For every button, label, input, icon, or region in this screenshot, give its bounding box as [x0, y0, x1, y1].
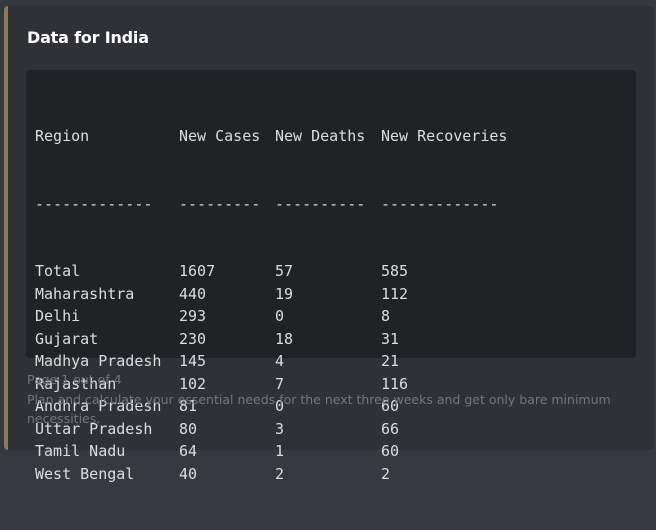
table-row: Rajasthan 102 7 116: [35, 373, 636, 396]
separator: -------------: [381, 194, 499, 213]
cell-new-deaths: 2: [275, 464, 285, 483]
table-row: Total 1607 57 585: [35, 260, 636, 283]
cell-new-recoveries: 31: [381, 329, 400, 348]
separator: ----------: [275, 194, 366, 213]
cell-region: Total: [35, 262, 81, 280]
cell-new-cases: 293: [179, 307, 207, 325]
cell-new-deaths: 7: [275, 374, 285, 393]
cell-new-deaths: 19: [275, 284, 294, 303]
cell-new-cases: 64: [179, 442, 198, 460]
table-row: Maharashtra 440 19 112: [35, 283, 636, 306]
code-block: Region New Cases New Deaths New Recoveries …: [26, 70, 636, 483]
cell-new-recoveries: 60: [381, 397, 400, 415]
cell-new-recoveries: 21: [381, 352, 400, 370]
cell-new-deaths: 3: [275, 419, 285, 438]
cell-region: Rajasthan: [35, 374, 117, 393]
cell-region: Delhi: [35, 307, 81, 325]
cell-new-recoveries: 8: [381, 307, 391, 325]
cell-new-recoveries: 585: [381, 262, 409, 280]
table-header-row: Region New Cases New Deaths New Recoveries: [35, 125, 636, 148]
cell-new-recoveries: 116: [381, 374, 409, 393]
cell-new-cases: 80: [179, 419, 198, 438]
table-row: Tamil Nadu 64 1 60: [35, 440, 636, 463]
embed-title: Data for India: [27, 28, 149, 47]
table-row: Madhya Pradesh 145 4 21: [35, 350, 636, 373]
cell-region: Andhra Pradesh: [35, 397, 162, 415]
header-new-deaths: New Deaths: [275, 127, 366, 145]
separator: ---------: [179, 194, 261, 213]
separator: -------------: [35, 194, 153, 213]
cell-new-recoveries: 60: [381, 442, 400, 460]
footer-note: Plan and calculate your essential needs …: [27, 391, 611, 427]
footer-page-indicator: Page 1 out of 4: [27, 372, 122, 387]
header-new-recoveries: New Recoveries: [381, 127, 508, 145]
cell-new-recoveries: 112: [381, 284, 409, 303]
header-region: Region: [35, 127, 90, 145]
cell-new-cases: 40: [179, 464, 198, 483]
cell-new-cases: 230: [179, 329, 207, 348]
cell-new-recoveries: 2: [381, 464, 391, 483]
cell-new-cases: 440: [179, 284, 207, 303]
cell-region: West Bengal: [35, 464, 135, 483]
table-row: Uttar Pradesh 80 3 66: [35, 418, 636, 441]
embed-accent-bar: [4, 6, 8, 450]
cell-new-cases: 1607: [179, 262, 216, 280]
cell-new-cases: 81: [179, 397, 198, 415]
table-row: Andhra Pradesh 81 0 60: [35, 395, 636, 418]
embed-footer: Page 1 out of 4 Plan and calculate your …: [27, 370, 617, 429]
table-separator-row: ------------- --------- ---------- --------…: [35, 193, 636, 216]
message-embed: Data for India Region New Cases New Deaths…: [4, 6, 654, 483]
cell-region: Maharashtra: [35, 284, 135, 303]
table-row: West Bengal 40 2 2: [35, 463, 636, 486]
data-table: Region New Cases New Deaths New Recoveries …: [35, 80, 636, 530]
cell-region: Uttar Pradesh: [35, 419, 153, 438]
cell-region: Gujarat: [35, 329, 99, 348]
cell-new-cases: 102: [179, 374, 207, 393]
table-row: Delhi 293 0 8: [35, 305, 636, 328]
cell-new-deaths: 18: [275, 329, 294, 348]
cell-new-recoveries: 66: [381, 419, 400, 438]
table-row: Gujarat 230 18 31: [35, 328, 636, 351]
cell-new-deaths: 57: [275, 262, 294, 280]
cell-new-deaths: 4: [275, 352, 285, 370]
cell-new-cases: 145: [179, 352, 207, 370]
cell-new-deaths: 0: [275, 397, 285, 415]
cell-region: Madhya Pradesh: [35, 352, 162, 370]
cell-new-deaths: 1: [275, 442, 285, 460]
cell-new-deaths: 0: [275, 307, 285, 325]
cell-region: Tamil Nadu: [35, 442, 126, 460]
header-new-cases: New Cases: [179, 127, 261, 145]
